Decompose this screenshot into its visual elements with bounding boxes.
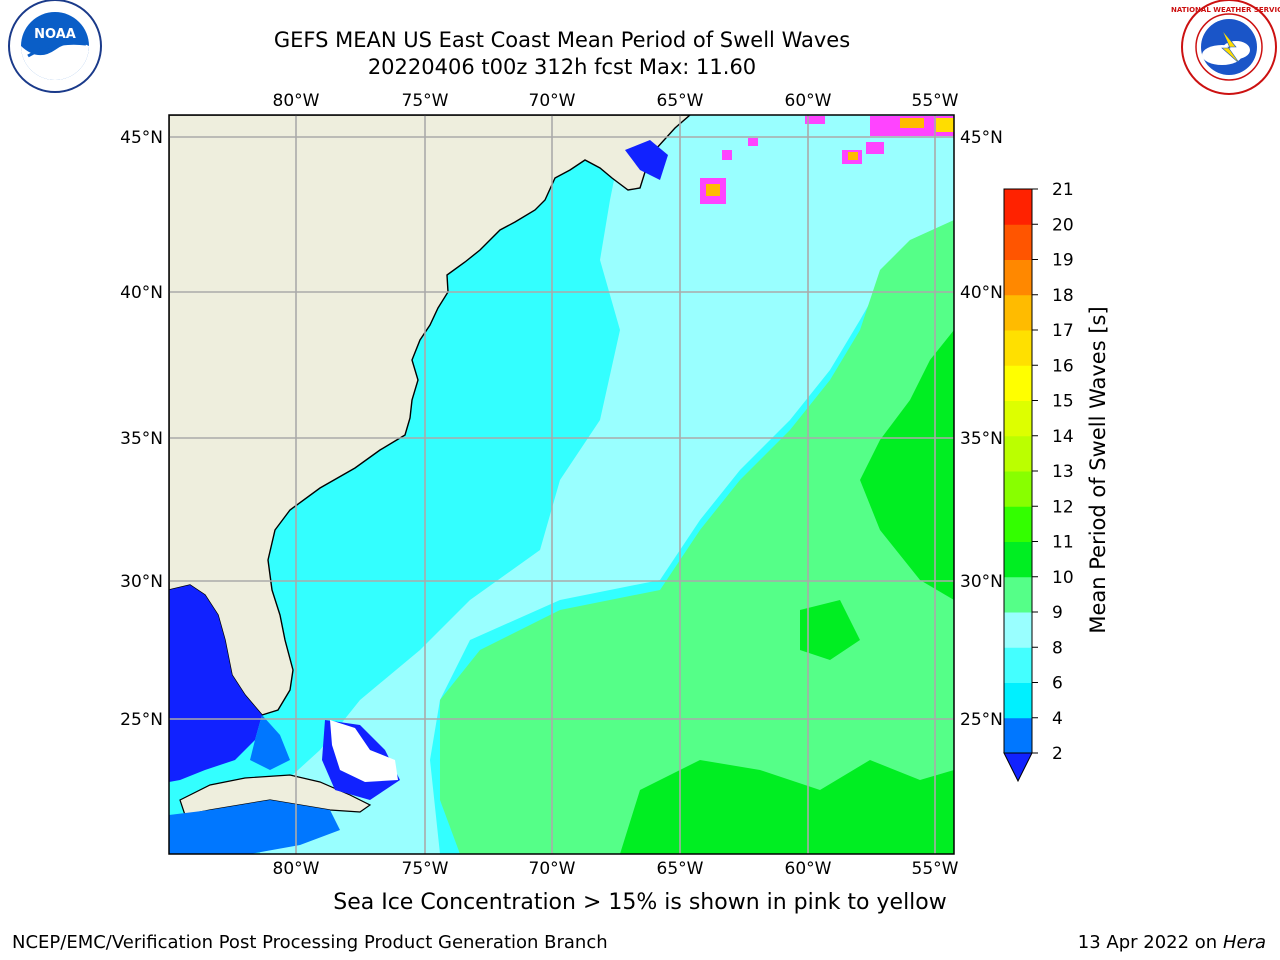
lon-label-bottom: 55°W [912,859,959,879]
colorbar-tick-label: 8 [1052,638,1063,658]
colorbar: 2 4 6 8 9 10 11 12 13 14 15 16 17 18 19 20 21 [1003,180,1074,783]
lon-label-top: 80°W [273,91,320,111]
colorbar-segment [1004,541,1032,578]
swell-region-10-11s-mid [800,600,860,660]
swell-region-4-6s-south [169,800,340,854]
colorbar-segment [1004,717,1032,754]
lat-label-right: 35°N [960,429,1003,449]
lon-label-top: 55°W [912,91,959,111]
lon-label-top: 60°W [785,91,832,111]
map-plot-area [169,115,954,854]
footer-date-text: 13 Apr 2022 on [1077,932,1223,953]
colorbar-segment [1004,224,1032,260]
colorbar-segment [1004,435,1032,472]
colorbar-tick-label: 14 [1052,427,1074,447]
colorbar-tick-label: 6 [1052,674,1063,694]
lat-label-left: 40°N [120,283,163,303]
colorbar-tick-label: 16 [1052,356,1074,376]
lon-label-bottom: 75°W [402,859,449,879]
colorbar-segment [1004,506,1032,542]
lat-label-left: 30°N [120,572,163,592]
colorbar-segment [1004,365,1032,401]
colorbar-tick-label: 10 [1052,568,1074,588]
lon-label-bottom: 60°W [785,859,832,879]
sea-ice-caption: Sea Ice Concentration > 15% is shown in … [333,890,947,915]
swell-region-2-4s-gulf [169,585,262,782]
sea-ice-patches [700,116,954,204]
colorbar-tick-label: 20 [1052,215,1074,235]
swell-region-9-10s [440,220,954,854]
colorbar-tick-label: 2 [1052,744,1063,764]
lat-label-left: 45°N [120,128,163,148]
colorbar-label: Mean Period of Swell Waves [s] [1086,306,1110,633]
svg-text:NOAA: NOAA [34,27,76,42]
land-cuba [179,774,372,816]
lon-label-bottom: 80°W [273,859,320,879]
noaa-logo-icon: NOAA [8,0,102,93]
colorbar-segment [1004,400,1032,437]
map-frame [168,114,955,855]
footer-date: 13 Apr 2022 on Hera [1078,932,1266,953]
swell-region-10-11s-south [620,760,954,854]
colorbar-tick-label: 13 [1052,462,1074,482]
lat-label-left: 35°N [120,429,163,449]
no-data-bahamas-bank [330,720,398,782]
colorbar-tick-label: 19 [1052,251,1074,271]
colorbar-tick-label: 15 [1052,392,1074,412]
map-title: GEFS MEAN US East Coast Mean Period of S… [273,28,851,52]
graticule [169,115,954,854]
lat-label-right: 25°N [960,710,1003,730]
colorbar-segment [1004,471,1032,507]
swell-region-10-11s [860,330,954,600]
lon-label-top: 70°W [529,91,576,111]
lat-label-right: 40°N [960,283,1003,303]
lon-label-bottom: 65°W [657,859,704,879]
colorbar-segment [1004,576,1032,613]
footer-host: Hera [1222,932,1266,953]
footer-credit: NCEP/EMC/Verification Post Processing Pr… [12,932,608,953]
colorbar-segment [1004,259,1032,296]
lon-label-bottom: 70°W [529,859,576,879]
lat-label-left: 25°N [120,710,163,730]
colorbar-tick-label: 17 [1052,321,1074,341]
colorbar-segment [1004,294,1032,331]
colorbar-tick-label: 9 [1052,603,1063,623]
colorbar-segment [1004,189,1032,225]
swell-region-4-6s-coast [250,715,290,770]
colorbar-segment [1004,330,1032,366]
colorbar-tick-label: 12 [1052,497,1074,517]
swell-region-8-9s [260,115,954,854]
lat-label-right: 45°N [960,128,1003,148]
colorbar-segment [1004,612,1032,648]
nws-logo-icon: NATIONAL WEATHER SERVICE [1171,0,1280,95]
colorbar-tick-label: 21 [1052,180,1074,200]
lon-label-top: 75°W [402,91,449,111]
colorbar-segment [1004,647,1032,683]
lat-label-right: 30°N [960,572,1003,592]
colorbar-segment [1004,682,1032,719]
colorbar-tick-label: 11 [1052,533,1074,553]
swell-region-2-4s-fundy [625,140,668,180]
colorbar-extend-arrow [1003,752,1033,783]
lon-label-top: 65°W [657,91,704,111]
svg-text:NATIONAL WEATHER SERVICE: NATIONAL WEATHER SERVICE [1171,6,1280,14]
colorbar-tick-label: 4 [1052,709,1063,729]
colorbar-tick-label: 18 [1052,286,1074,306]
map-subtitle: 20220406 t00z 312h fcst Max: 11.60 [367,55,757,79]
